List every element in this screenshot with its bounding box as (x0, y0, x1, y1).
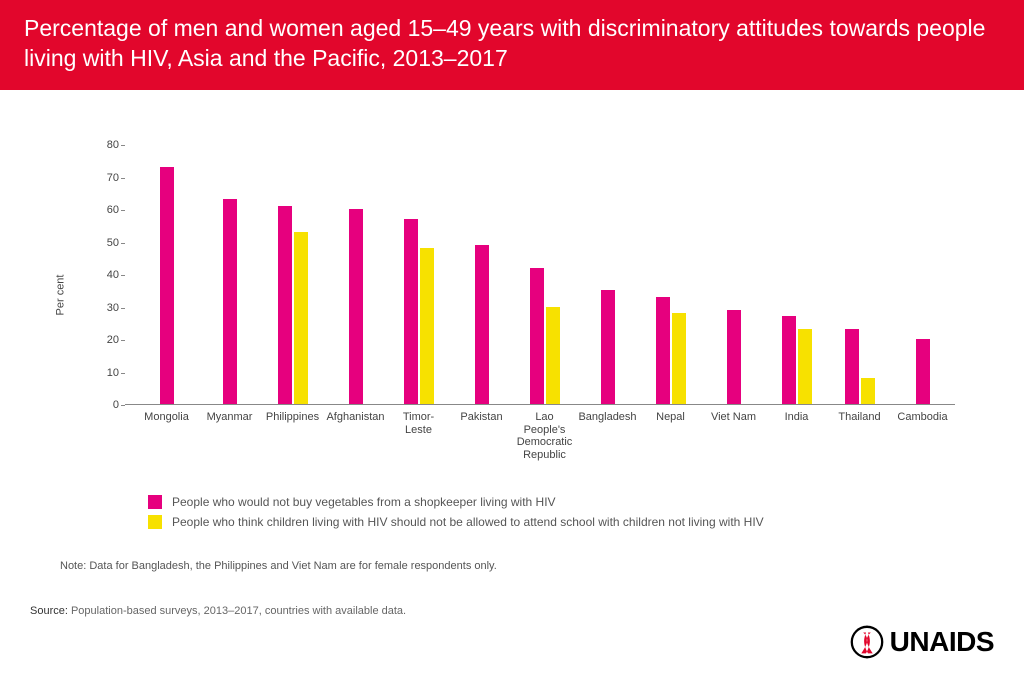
y-tick-mark (121, 308, 125, 309)
y-tick-label: 0 (95, 399, 119, 411)
bar (861, 378, 875, 404)
y-tick-mark (121, 243, 125, 244)
y-tick-label: 50 (95, 237, 119, 249)
unaids-logo: UNAIDS (848, 623, 994, 661)
x-tick-label: Myanmar (197, 411, 263, 424)
bar (294, 232, 308, 404)
ribbon-icon (848, 623, 886, 661)
bar (530, 268, 544, 405)
bar (845, 329, 859, 404)
y-tick-mark (121, 210, 125, 211)
x-tick-label: Timor-Leste (386, 411, 452, 436)
bar (916, 339, 930, 404)
x-tick-label: Nepal (638, 411, 704, 424)
x-tick-label: Afghanistan (323, 411, 389, 424)
source-text: Population-based surveys, 2013–2017, cou… (71, 605, 406, 617)
legend-item: People who would not buy vegetables from… (148, 495, 764, 509)
legend-swatch (148, 495, 162, 509)
title-bar: Percentage of men and women aged 15–49 y… (0, 0, 1024, 90)
bar (349, 209, 363, 404)
legend-swatch (148, 515, 162, 529)
x-tick-label: Mongolia (134, 411, 200, 424)
y-axis-label: Per cent (54, 275, 66, 316)
x-tick-label: India (764, 411, 830, 424)
y-tick-mark (121, 340, 125, 341)
bar (475, 245, 489, 404)
x-tick-label: Viet Nam (701, 411, 767, 424)
y-tick-mark (121, 373, 125, 374)
y-tick-label: 30 (95, 302, 119, 314)
legend-item: People who think children living with HI… (148, 515, 764, 529)
bar (727, 310, 741, 404)
x-tick-label: Thailand (827, 411, 893, 424)
y-tick-label: 20 (95, 334, 119, 346)
y-tick-mark (121, 178, 125, 179)
page-title: Percentage of men and women aged 15–49 y… (24, 15, 985, 71)
bar (546, 307, 560, 405)
y-tick-label: 10 (95, 367, 119, 379)
bar (798, 329, 812, 404)
legend: People who would not buy vegetables from… (148, 495, 764, 535)
chart-source: Source: Population-based surveys, 2013–2… (30, 605, 406, 617)
y-tick-label: 80 (95, 139, 119, 151)
plot-area: 01020304050607080MongoliaMyanmarPhilippi… (125, 145, 955, 405)
y-tick-mark (121, 275, 125, 276)
chart-note: Note: Data for Bangladesh, the Philippin… (60, 560, 497, 572)
bar (601, 290, 615, 404)
x-tick-label: Pakistan (449, 411, 515, 424)
chart: Per cent 01020304050607080MongoliaMyanma… (95, 145, 955, 445)
bar (420, 248, 434, 404)
x-tick-label: Philippines (260, 411, 326, 424)
bar (223, 199, 237, 404)
logo-text: UNAIDS (890, 626, 994, 658)
legend-label: People who think children living with HI… (172, 515, 764, 529)
legend-label: People who would not buy vegetables from… (172, 495, 556, 509)
y-tick-label: 70 (95, 172, 119, 184)
x-tick-label: LaoPeople'sDemocraticRepublic (512, 411, 578, 462)
source-prefix: Source: (30, 605, 71, 617)
bar (278, 206, 292, 404)
x-tick-label: Bangladesh (575, 411, 641, 424)
bar (782, 316, 796, 404)
bar (160, 167, 174, 404)
y-tick-label: 40 (95, 269, 119, 281)
bar (672, 313, 686, 404)
y-tick-mark (121, 405, 125, 406)
bar (656, 297, 670, 404)
x-tick-label: Cambodia (890, 411, 956, 424)
bar (404, 219, 418, 404)
y-tick-label: 60 (95, 204, 119, 216)
y-tick-mark (121, 145, 125, 146)
